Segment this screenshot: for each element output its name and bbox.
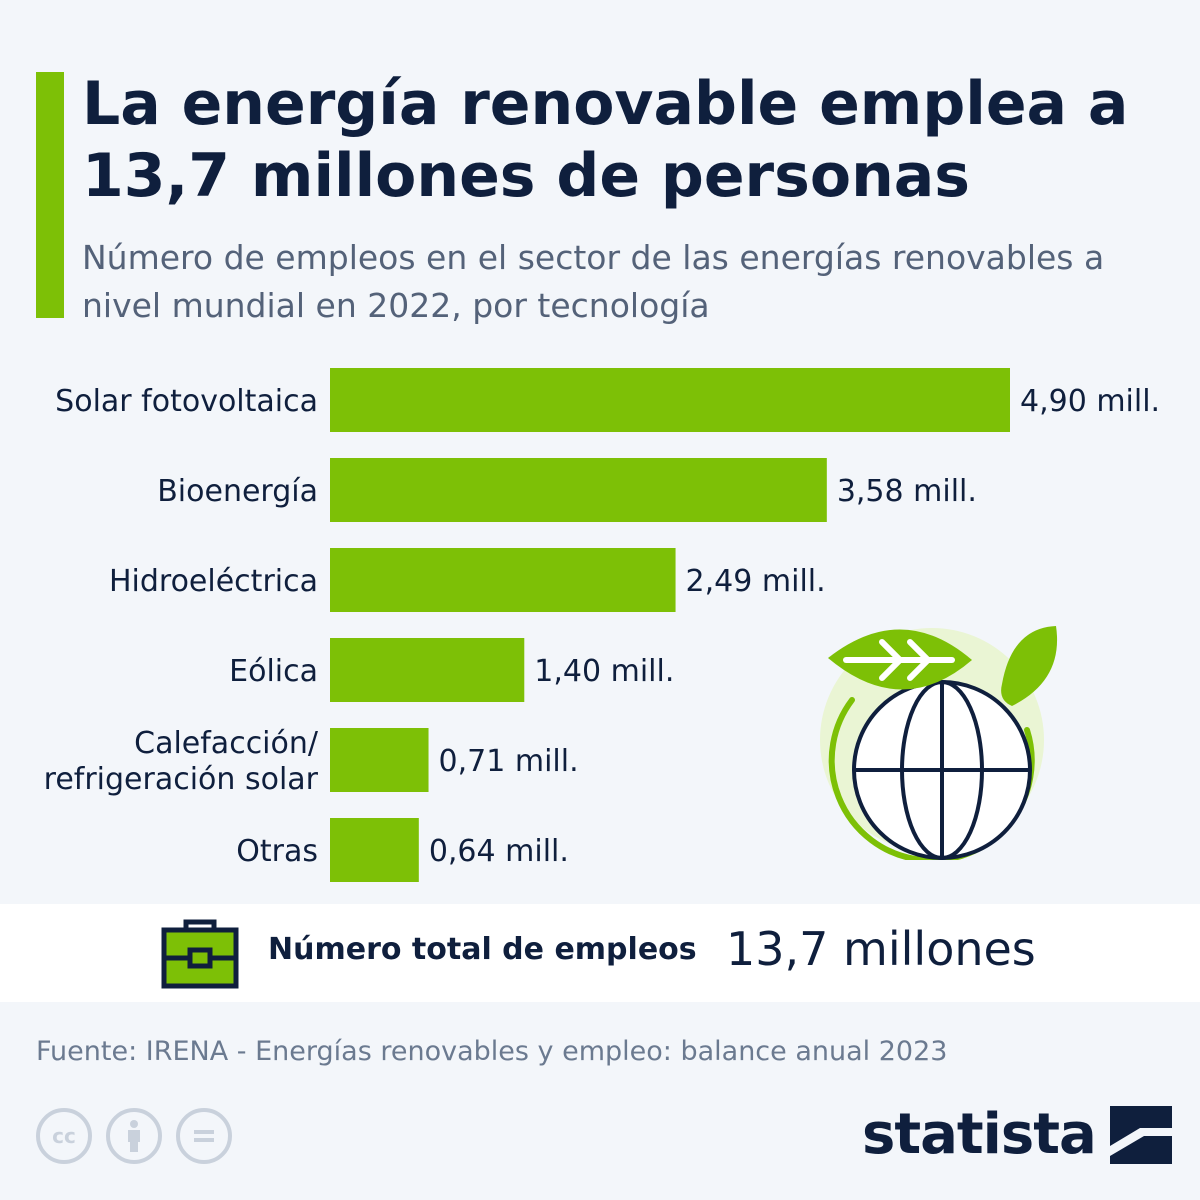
category-label-3: Eólica [229,654,318,689]
category-label-5: Otras [236,834,318,869]
page-subtitle: Número de empleos en el sector de las en… [82,238,1105,325]
bar-3 [330,638,525,702]
bar-4 [330,728,429,792]
bar-5 [330,818,419,882]
statista-mark-icon [1109,1105,1172,1164]
globe-leaf-icon [820,626,1058,860]
bar-2 [330,548,676,612]
bar-1 [330,458,827,522]
value-label-4: 0,71 mill. [439,744,579,779]
total-label: Número total de empleos [268,932,697,967]
category-label-0: Solar fotovoltaica [55,384,318,419]
attribution-icon[interactable] [106,1108,162,1164]
value-label-0: 4,90 mill. [1020,384,1160,419]
page-title: La energía renovable emplea a 13,7 millo… [82,69,1129,211]
bar-chart: Solar fotovoltaica 4,90 mill. Bioenergía 3,… [44,368,1160,882]
bar-0 [330,368,1010,432]
category-label-2: Hidroeléctrica [109,564,318,599]
value-label-3: 1,40 mill. [534,654,674,689]
category-label-1: Bioenergía [157,474,318,509]
total-band: Número total de empleos 13,7 millones [0,904,1200,1002]
no-derivatives-icon[interactable] [176,1108,232,1164]
cc-icon[interactable]: cc [36,1108,92,1164]
source-note: Fuente: IRENA - Energías renovables y em… [36,1036,948,1067]
brand-name: statista [862,1102,1097,1167]
briefcase-icon [161,919,239,989]
accent-bar [36,72,64,318]
license-icons: cc [36,1108,232,1164]
value-label-1: 3,58 mill. [837,474,977,509]
statista-logo[interactable]: statista [862,1102,1172,1167]
category-label-4: Calefacción/refrigeración solar [44,726,319,797]
total-value: 13,7 millones [726,922,1036,976]
value-label-2: 2,49 mill. [686,564,826,599]
value-label-5: 0,64 mill. [429,834,569,869]
